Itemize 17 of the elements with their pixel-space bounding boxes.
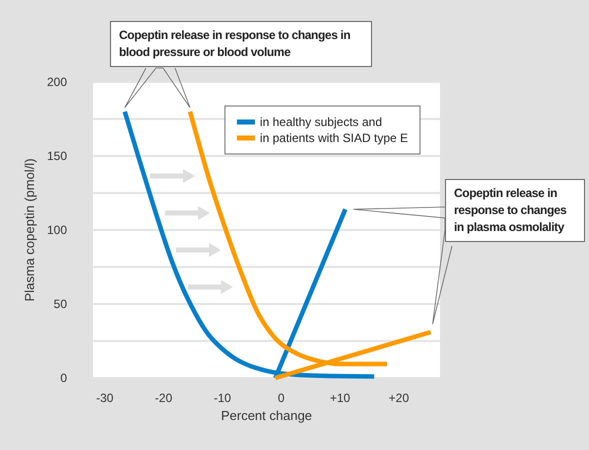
x-axis-title: Percent change	[220, 408, 312, 423]
y-tick-label: 50	[54, 297, 68, 311]
y-tick-label: 0	[60, 371, 68, 385]
x-tick-label: 0	[278, 391, 285, 405]
x-tick-label: -10	[214, 391, 232, 405]
y-tick-label: 100	[46, 223, 68, 237]
y-tick-label: 200	[46, 75, 68, 89]
text: Copeptin release in response to changes in blood pressure or blood volume	[110, 21, 372, 67]
x-tick-label: +20	[388, 391, 410, 405]
x-tick-label: -30	[96, 391, 114, 405]
y-tick-label: 150	[46, 149, 68, 163]
text: Copeptin release in response to changes in plasma osmolality	[445, 179, 585, 242]
legend-label: in healthy subjects and	[260, 115, 382, 129]
y-axis-title: Plasma copeptin (pmol/l)	[22, 158, 38, 302]
x-tick-label: +10	[330, 391, 351, 405]
legend-label: in patients with SIAD type E	[260, 131, 408, 145]
x-tick-label: -20	[154, 391, 173, 405]
